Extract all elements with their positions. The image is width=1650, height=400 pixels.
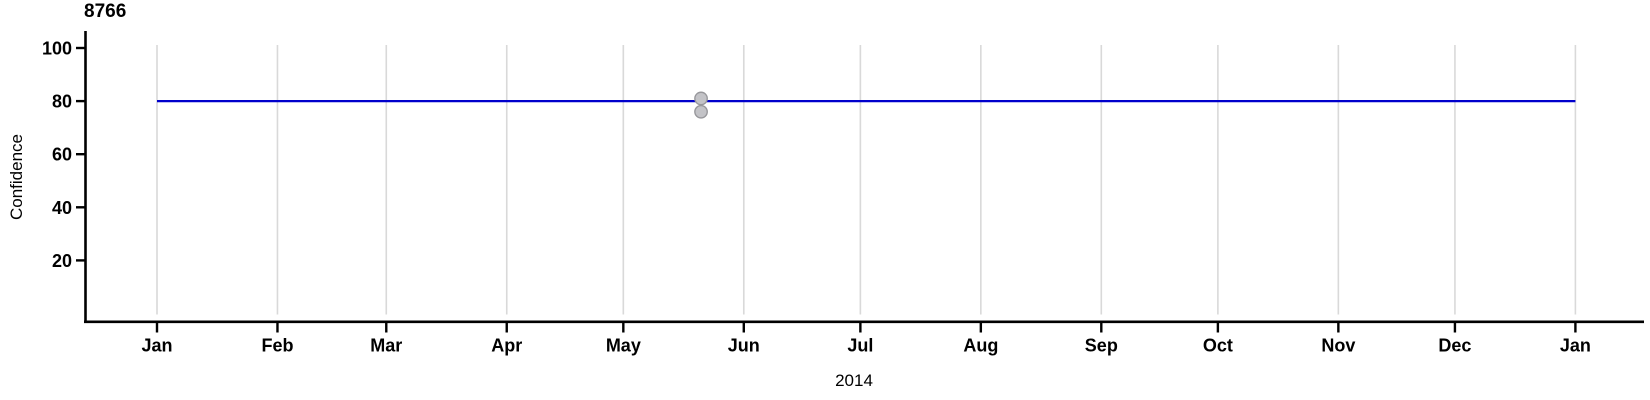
x-tick-label: Jul <box>847 336 873 356</box>
x-axis-title: 2014 <box>835 371 873 390</box>
x-tick-label: Nov <box>1321 336 1355 356</box>
x-tick-label: May <box>606 336 641 356</box>
x-tick-label: Oct <box>1203 336 1233 356</box>
x-tick-label: Jan <box>1560 336 1591 356</box>
x-tick-label: Jun <box>728 336 760 356</box>
y-tick-label: 40 <box>52 198 72 218</box>
y-tick-label: 80 <box>52 92 72 112</box>
x-tick-label: Feb <box>261 336 293 356</box>
y-tick-label: 60 <box>52 145 72 165</box>
x-tick-label: Mar <box>370 336 402 356</box>
x-tick-label: Sep <box>1085 336 1118 356</box>
y-tick-label: 100 <box>42 39 72 59</box>
chart-title: 8766 <box>84 1 127 22</box>
x-tick-label: Apr <box>491 336 522 356</box>
observation-point <box>694 91 708 106</box>
y-tick-label: 20 <box>52 251 72 271</box>
x-tick-label: Dec <box>1438 336 1471 356</box>
x-tick-label: Jan <box>141 336 172 356</box>
x-tick-label: Aug <box>963 336 998 356</box>
observation-point <box>694 104 708 119</box>
